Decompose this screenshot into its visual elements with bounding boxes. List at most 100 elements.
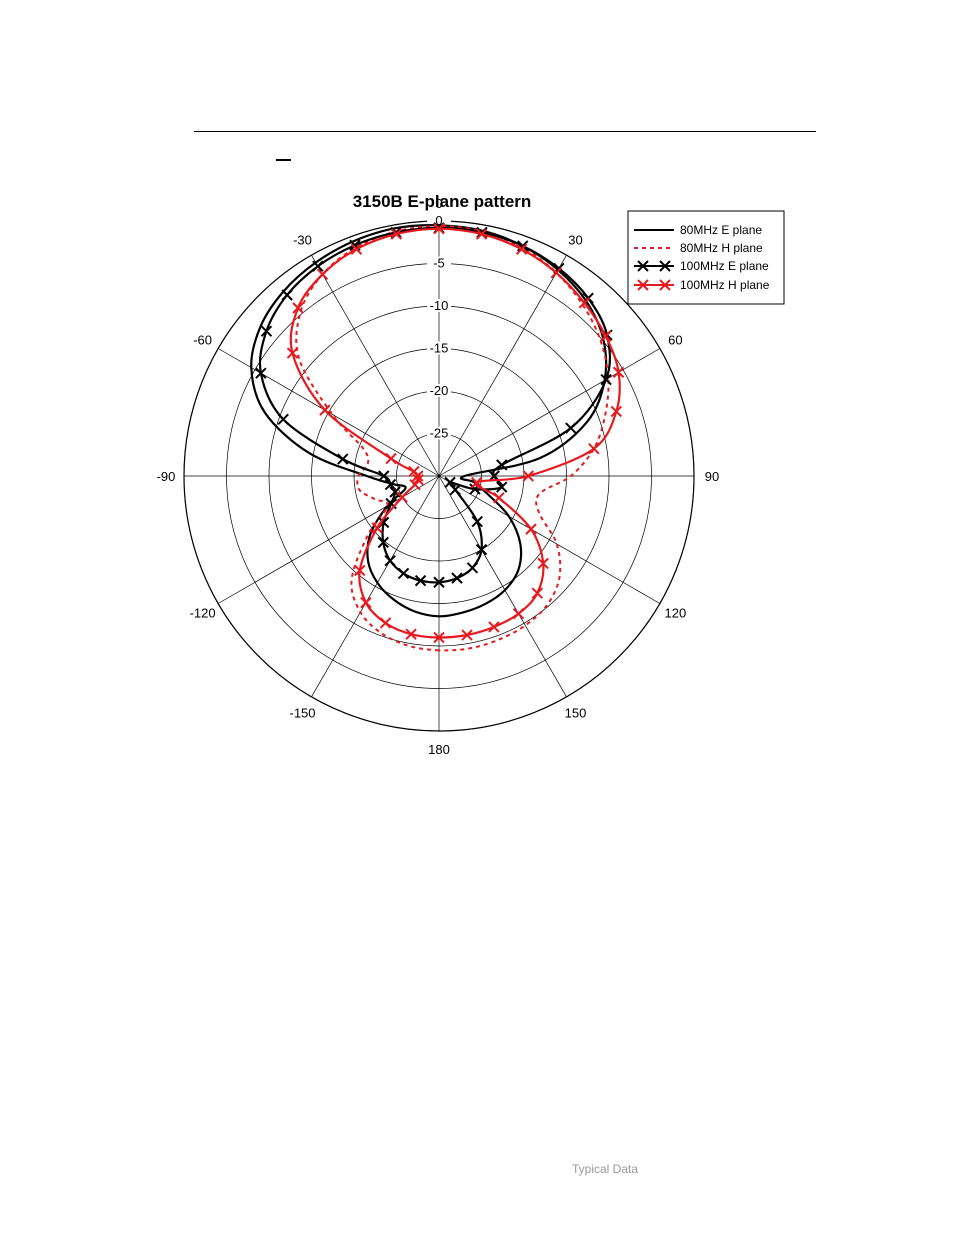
data-point — [378, 470, 390, 482]
data-point — [466, 562, 479, 574]
data-point — [286, 347, 299, 359]
series-2 — [295, 225, 610, 652]
radial-label-bg — [427, 256, 451, 270]
spoke-150 — [438, 475, 567, 698]
spoke-120 — [438, 475, 661, 604]
angle-tick-label: 60 — [668, 333, 682, 348]
data-point — [471, 515, 483, 528]
legend-marker — [637, 279, 649, 291]
data-point — [512, 607, 525, 620]
data-point — [255, 367, 267, 379]
data-point — [433, 222, 445, 235]
data-point — [449, 483, 461, 496]
radial-label-bg — [427, 426, 451, 440]
data-point — [292, 302, 304, 314]
data-point — [371, 522, 383, 534]
legend-marker — [659, 279, 671, 291]
data-point — [578, 297, 591, 309]
radial-label-bg — [427, 341, 451, 355]
legend-label: 80MHz E plane — [680, 223, 762, 237]
legend-label: 100MHz H plane — [680, 278, 770, 292]
angle-tick-label: -90 — [157, 469, 176, 484]
data-point — [260, 325, 273, 337]
data-point — [588, 442, 600, 455]
legend-item: 100MHz H plane — [634, 278, 770, 292]
data-point — [531, 587, 544, 599]
radial-tick-label: -10 — [430, 298, 449, 313]
legend-marker — [659, 260, 671, 272]
footer-label: Typical Data — [572, 1162, 639, 1176]
data-point — [408, 465, 420, 478]
data-point — [451, 572, 463, 584]
radial-tick-label: 0 — [435, 213, 442, 228]
data-point — [496, 459, 508, 471]
data-point — [412, 473, 424, 486]
data-point — [522, 470, 534, 482]
series-line — [258, 226, 612, 584]
data-point — [475, 228, 488, 240]
legend-box — [627, 210, 785, 305]
data-point — [599, 330, 612, 342]
data-point — [316, 268, 329, 281]
data-point — [350, 243, 363, 255]
radial-label-bg — [427, 214, 451, 227]
angle-tick-label: -60 — [193, 333, 212, 348]
angle-tick-label: 180 — [428, 742, 450, 757]
data-point — [444, 476, 456, 489]
angle-tick-label: -150 — [289, 705, 315, 720]
data-point — [470, 476, 483, 489]
spoke-30 — [438, 254, 567, 477]
data-point — [396, 491, 408, 503]
polar-chart: 3150B E-plane pattern 0 30 60 90 120 150 180 -1… — [157, 192, 785, 757]
series-3 — [255, 222, 613, 588]
data-point — [550, 267, 563, 279]
spoke--150 — [311, 475, 440, 698]
angle-tick-label: 90 — [705, 469, 719, 484]
radial-tick-label: -15 — [430, 341, 449, 356]
data-point — [610, 405, 623, 418]
series-1 — [250, 224, 608, 618]
data-point — [537, 557, 549, 570]
data-point — [475, 543, 488, 556]
series-line — [250, 224, 608, 618]
data-point — [525, 523, 537, 535]
polar-tick-labels: 0 30 60 90 120 150 180 -150 -120 -90 -60 -30 0 -5 -10 -… — [157, 196, 720, 757]
data-point — [319, 404, 331, 416]
data-point — [277, 413, 289, 426]
data-point — [433, 576, 445, 588]
angle-tick-label: -120 — [190, 606, 216, 621]
spoke--30 — [311, 254, 440, 477]
header-dash — [276, 159, 291, 161]
radial-label-bg — [427, 384, 451, 397]
data-point — [515, 243, 528, 255]
radial-tick-label: -5 — [433, 256, 445, 271]
spoke--120 — [217, 475, 440, 604]
data-point — [488, 621, 500, 633]
legend: 80MHz E plane 80MHz H plane 100MHz E plane… — [627, 210, 785, 305]
legend-label: 100MHz E plane — [680, 259, 769, 273]
angle-tick-label: 0 — [435, 196, 442, 211]
data-point — [337, 453, 349, 465]
spoke--60 — [217, 348, 440, 477]
data-point — [397, 567, 410, 580]
data-point — [312, 260, 324, 272]
series-line — [295, 225, 610, 652]
series-layer — [250, 222, 625, 652]
data-point — [385, 452, 397, 465]
data-point — [433, 631, 445, 644]
radial-label-bg — [427, 299, 451, 312]
data-point — [461, 629, 473, 641]
data-point — [600, 373, 612, 386]
legend-item: 100MHz E plane — [634, 259, 769, 273]
data-point — [360, 596, 372, 609]
data-point — [281, 289, 293, 301]
radial-tick-label: -20 — [430, 383, 449, 398]
header-rule — [194, 131, 816, 132]
data-point — [405, 628, 417, 640]
angle-tick-label: 150 — [565, 705, 587, 720]
chart-title: 3150B E-plane pattern — [353, 192, 532, 211]
legend-item: 80MHz E plane — [634, 223, 762, 237]
legend-label: 80MHz H plane — [680, 241, 763, 255]
data-point — [493, 492, 505, 504]
data-point — [379, 617, 392, 629]
